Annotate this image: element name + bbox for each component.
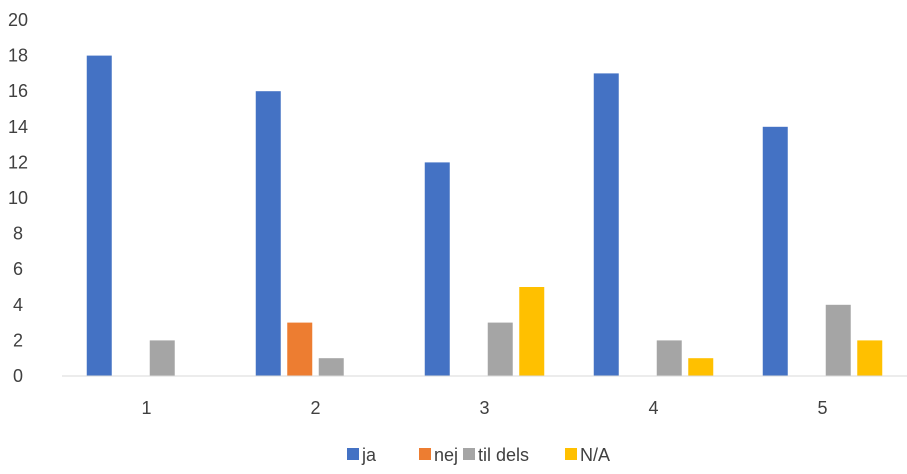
x-axis-ticks: 1 2 3 4 5 — [141, 398, 827, 418]
x-tick-label: 2 — [310, 398, 320, 418]
y-tick-label: 14 — [8, 117, 28, 137]
bar-til-dels-5 — [825, 304, 851, 376]
bar-ja-4 — [593, 73, 619, 377]
bar-nej-2 — [287, 322, 313, 376]
y-tick-label: 12 — [8, 152, 28, 172]
bar-series — [86, 55, 883, 377]
bar-ja-5 — [762, 126, 788, 376]
bar-ja-3 — [424, 162, 450, 376]
bar-til-dels-4 — [656, 340, 682, 376]
x-tick-label: 1 — [141, 398, 151, 418]
legend: ja nej til dels N/A — [347, 445, 610, 465]
y-tick-label: 20 — [8, 10, 28, 30]
legend-label: til dels — [478, 445, 529, 465]
legend-swatch — [419, 448, 431, 460]
legend-swatch — [347, 448, 359, 460]
legend-swatch — [565, 448, 577, 460]
y-tick-label: 4 — [13, 295, 23, 315]
legend-label: nej — [434, 445, 458, 465]
y-tick-label: 2 — [13, 330, 23, 350]
bar-til-dels-1 — [149, 340, 175, 376]
bar-n-a-4 — [688, 358, 714, 376]
y-axis-ticks: 0 2 4 6 8 10 12 14 16 18 20 — [8, 10, 28, 386]
y-tick-label: 18 — [8, 46, 28, 66]
x-tick-label: 5 — [817, 398, 827, 418]
y-tick-label: 6 — [13, 259, 23, 279]
x-tick-label: 3 — [479, 398, 489, 418]
bar-til-dels-2 — [318, 358, 344, 376]
bar-n-a-5 — [857, 340, 883, 376]
bar-ja-2 — [255, 91, 281, 376]
bar-ja-1 — [86, 55, 112, 376]
legend-label: N/A — [580, 445, 610, 465]
y-tick-label: 0 — [13, 366, 23, 386]
y-tick-label: 16 — [8, 81, 28, 101]
legend-swatch — [463, 448, 475, 460]
y-tick-label: 10 — [8, 188, 28, 208]
y-tick-label: 8 — [13, 224, 23, 244]
x-tick-label: 4 — [648, 398, 658, 418]
legend-label: ja — [361, 445, 377, 465]
bar-til-dels-3 — [487, 322, 513, 376]
bar-n-a-3 — [519, 287, 545, 376]
